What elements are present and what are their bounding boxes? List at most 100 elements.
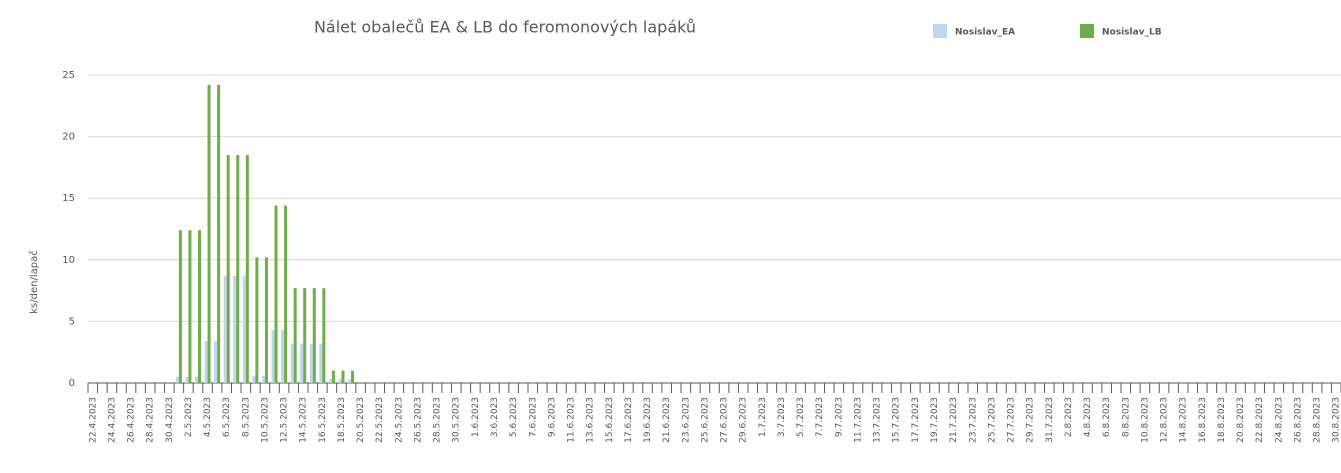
bar <box>309 343 313 383</box>
bar <box>351 370 355 383</box>
x-tick-label: 4.5.2023 <box>203 397 213 437</box>
x-tick-label: 28.5.2023 <box>433 397 443 443</box>
bar <box>331 370 335 383</box>
y-tick-label: 25 <box>62 70 75 81</box>
bar <box>188 230 192 383</box>
x-tick-label: 27.6.2023 <box>720 397 730 443</box>
x-tick-label: 3.7.2023 <box>777 397 787 437</box>
y-tick-label: 15 <box>62 193 75 204</box>
bar <box>319 343 323 383</box>
x-tick-label: 13.6.2023 <box>586 397 596 443</box>
bar <box>322 288 326 383</box>
x-tick-label: 29.7.2023 <box>1026 397 1036 443</box>
x-tick-label: 26.5.2023 <box>413 397 423 443</box>
x-tick-label: 6.8.2023 <box>1102 397 1112 437</box>
x-tick-label: 12.5.2023 <box>280 397 290 443</box>
bar <box>300 343 304 383</box>
bar <box>293 288 297 383</box>
legend-swatch <box>1080 24 1094 38</box>
bar <box>338 379 342 383</box>
bar <box>348 379 352 383</box>
x-tick-label: 20.8.2023 <box>1236 397 1246 443</box>
bar <box>328 379 332 383</box>
x-tick-label: 18.8.2023 <box>1217 397 1227 443</box>
bar <box>255 257 259 383</box>
bar <box>233 275 237 383</box>
x-tick-label: 7.7.2023 <box>815 397 825 437</box>
x-tick-label: 23.7.2023 <box>968 397 978 443</box>
x-tick-label: 12.8.2023 <box>1160 397 1170 443</box>
x-tick-label: 19.6.2023 <box>643 397 653 443</box>
bar <box>261 375 265 383</box>
x-tick-label: 23.6.2023 <box>681 397 691 443</box>
chart-title: Nálet obalečů EA & LB do feromonových la… <box>314 18 696 37</box>
bar <box>284 205 288 383</box>
y-axis-label: ks/den/lapač <box>28 250 40 313</box>
bar <box>245 155 249 383</box>
bar <box>197 230 201 383</box>
bar <box>274 205 278 383</box>
bar <box>204 341 208 383</box>
y-tick-label: 10 <box>62 255 75 266</box>
bar <box>194 376 198 383</box>
x-tick-label: 1.6.2023 <box>471 397 481 437</box>
bar <box>226 155 230 383</box>
x-tick-label: 28.8.2023 <box>1313 397 1323 443</box>
bar <box>264 257 268 383</box>
x-tick-label: 5.6.2023 <box>509 397 519 437</box>
legend-swatch <box>933 24 947 38</box>
bar <box>175 376 179 383</box>
bar <box>207 84 211 383</box>
x-tick-label: 30.5.2023 <box>452 397 462 443</box>
x-tick-label: 24.4.2023 <box>107 397 117 443</box>
y-tick-label: 20 <box>62 132 75 143</box>
x-tick-label: 14.5.2023 <box>299 397 309 443</box>
bar <box>281 330 285 383</box>
x-tick-label: 3.6.2023 <box>490 397 500 437</box>
x-tick-label: 11.6.2023 <box>567 397 577 443</box>
legend-label: Nosislav_EA <box>955 28 1015 38</box>
x-tick-label: 6.5.2023 <box>222 397 232 437</box>
x-tick-label: 30.8.2023 <box>1332 397 1341 443</box>
x-tick-label: 16.5.2023 <box>318 397 328 443</box>
x-tick-label: 17.6.2023 <box>624 397 634 443</box>
x-tick-label: 26.4.2023 <box>127 397 137 443</box>
bar <box>341 370 345 383</box>
x-tick-label: 11.7.2023 <box>853 397 863 443</box>
legend-label: Nosislav_LB <box>1102 28 1162 38</box>
x-tick-label: 28.4.2023 <box>146 397 156 443</box>
x-tick-label: 25.7.2023 <box>987 397 997 443</box>
x-tick-label: 18.5.2023 <box>337 397 347 443</box>
x-tick-label: 25.6.2023 <box>700 397 710 443</box>
x-tick-label: 4.8.2023 <box>1083 397 1093 437</box>
x-tick-label: 8.8.2023 <box>1121 397 1131 437</box>
x-tick-label: 9.6.2023 <box>547 397 557 437</box>
x-tick-label: 24.8.2023 <box>1274 397 1284 443</box>
y-tick-label: 0 <box>69 378 75 389</box>
x-tick-label: 15.7.2023 <box>892 397 902 443</box>
x-tick-label: 21.7.2023 <box>949 397 959 443</box>
x-tick-label: 7.6.2023 <box>528 397 538 437</box>
bar <box>312 288 316 383</box>
bar <box>178 230 182 383</box>
x-tick-label: 9.7.2023 <box>834 397 844 437</box>
bar <box>214 341 218 383</box>
x-tick-label: 29.6.2023 <box>739 397 749 443</box>
x-tick-label: 30.4.2023 <box>165 397 175 443</box>
bar <box>242 275 246 383</box>
bar <box>290 343 294 383</box>
bar <box>236 155 240 383</box>
bar <box>303 288 307 383</box>
bar <box>223 275 227 383</box>
x-tick-label: 16.8.2023 <box>1198 397 1208 443</box>
bar <box>271 330 275 383</box>
x-tick-label: 17.7.2023 <box>911 397 921 443</box>
y-tick-label: 5 <box>69 316 75 327</box>
bar <box>252 375 256 383</box>
x-tick-label: 5.7.2023 <box>796 397 806 437</box>
x-tick-label: 2.5.2023 <box>184 397 194 437</box>
x-tick-label: 21.6.2023 <box>662 397 672 443</box>
bar <box>217 84 221 383</box>
x-tick-label: 14.8.2023 <box>1179 397 1189 443</box>
